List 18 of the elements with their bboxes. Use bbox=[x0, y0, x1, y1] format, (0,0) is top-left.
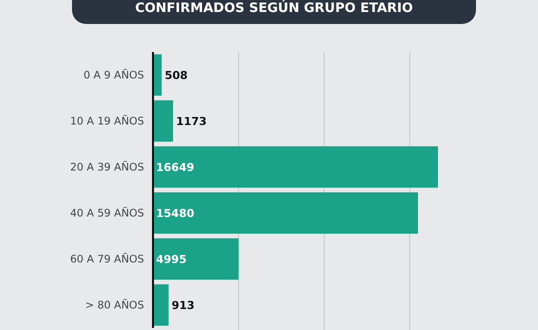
y-tick-label: 60 A 79 AÑOS bbox=[70, 252, 144, 266]
data-label: 16649 bbox=[156, 161, 194, 174]
y-tick-label: 40 A 59 AÑOS bbox=[70, 206, 144, 220]
bar bbox=[153, 238, 239, 280]
bar bbox=[153, 192, 418, 234]
data-label: 15480 bbox=[156, 207, 195, 220]
y-tick-label: 10 A 19 AÑOS bbox=[70, 114, 144, 128]
y-tick-label: 20 A 39 AÑOS bbox=[70, 160, 144, 174]
data-label: 913 bbox=[172, 299, 195, 312]
bar bbox=[153, 284, 169, 326]
y-tick-label: 0 A 9 AÑOS bbox=[83, 68, 144, 82]
bar bbox=[153, 100, 174, 142]
y-tick-label: > 80 AÑOS bbox=[85, 298, 144, 312]
data-label: 4995 bbox=[156, 253, 187, 266]
data-label: 508 bbox=[164, 69, 188, 82]
bar bbox=[153, 146, 438, 188]
data-label: 1173 bbox=[176, 115, 207, 128]
chart-title: CONFIRMADOS SEGÚN GRUPO ETARIO bbox=[135, 0, 413, 16]
